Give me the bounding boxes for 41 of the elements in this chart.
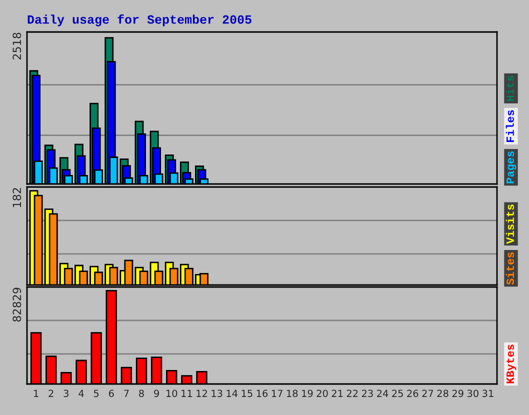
x-tick-label: 3 [64,390,68,398]
text: Visits [506,204,514,244]
x-tick-label: 30 [467,390,478,398]
x-tick-label: 9 [154,390,159,398]
x-tick-label: 16 [256,390,268,398]
x-tick-label: 13 [212,390,222,398]
text: 2518 [12,32,22,60]
x-tick-label: 20 [316,390,328,398]
x-tick-label: 27 [422,390,434,397]
x-tick-label: 12 [196,390,207,397]
x-tick-label: 28 [437,390,448,398]
x-tick-label: 19 [302,390,313,398]
x-tick-label: 4 [78,390,84,397]
x-tick-label: 1 [34,390,38,397]
text: 82829 [12,288,22,322]
x-tick-label: 10 [166,390,178,398]
x-tick-label: 15 [242,390,252,398]
x-tick-label: 25 [392,390,403,398]
x-tick-label: 21 [332,390,343,397]
x-tick-label: 24 [377,390,388,397]
text: Files [506,110,514,142]
chart-title: Daily usage for September 2005 [28,14,252,26]
x-tick-label: 22 [346,390,358,397]
text: Sites [506,252,514,285]
x-tick-label: 14 [226,390,238,397]
text: Hits [506,76,514,101]
x-tick-label: 5 [94,390,99,398]
x-tick-label: 18 [287,390,298,398]
x-tick-label: 17 [272,390,282,397]
x-tick-label: 26 [407,390,418,398]
x-tick-label: 29 [452,390,464,398]
x-tick-label: 7 [124,390,129,397]
x-tick-label: 11 [182,390,192,397]
x-tick-label: 23 [362,390,373,398]
text: KBytes [506,344,516,384]
x-tick-label: 6 [108,390,114,398]
text: Pages [506,151,516,184]
text: 182 [12,188,22,207]
x-tick-label: 31 [482,390,494,398]
x-tick-label: 8 [139,390,144,398]
x-tick-label: 2 [48,390,54,397]
